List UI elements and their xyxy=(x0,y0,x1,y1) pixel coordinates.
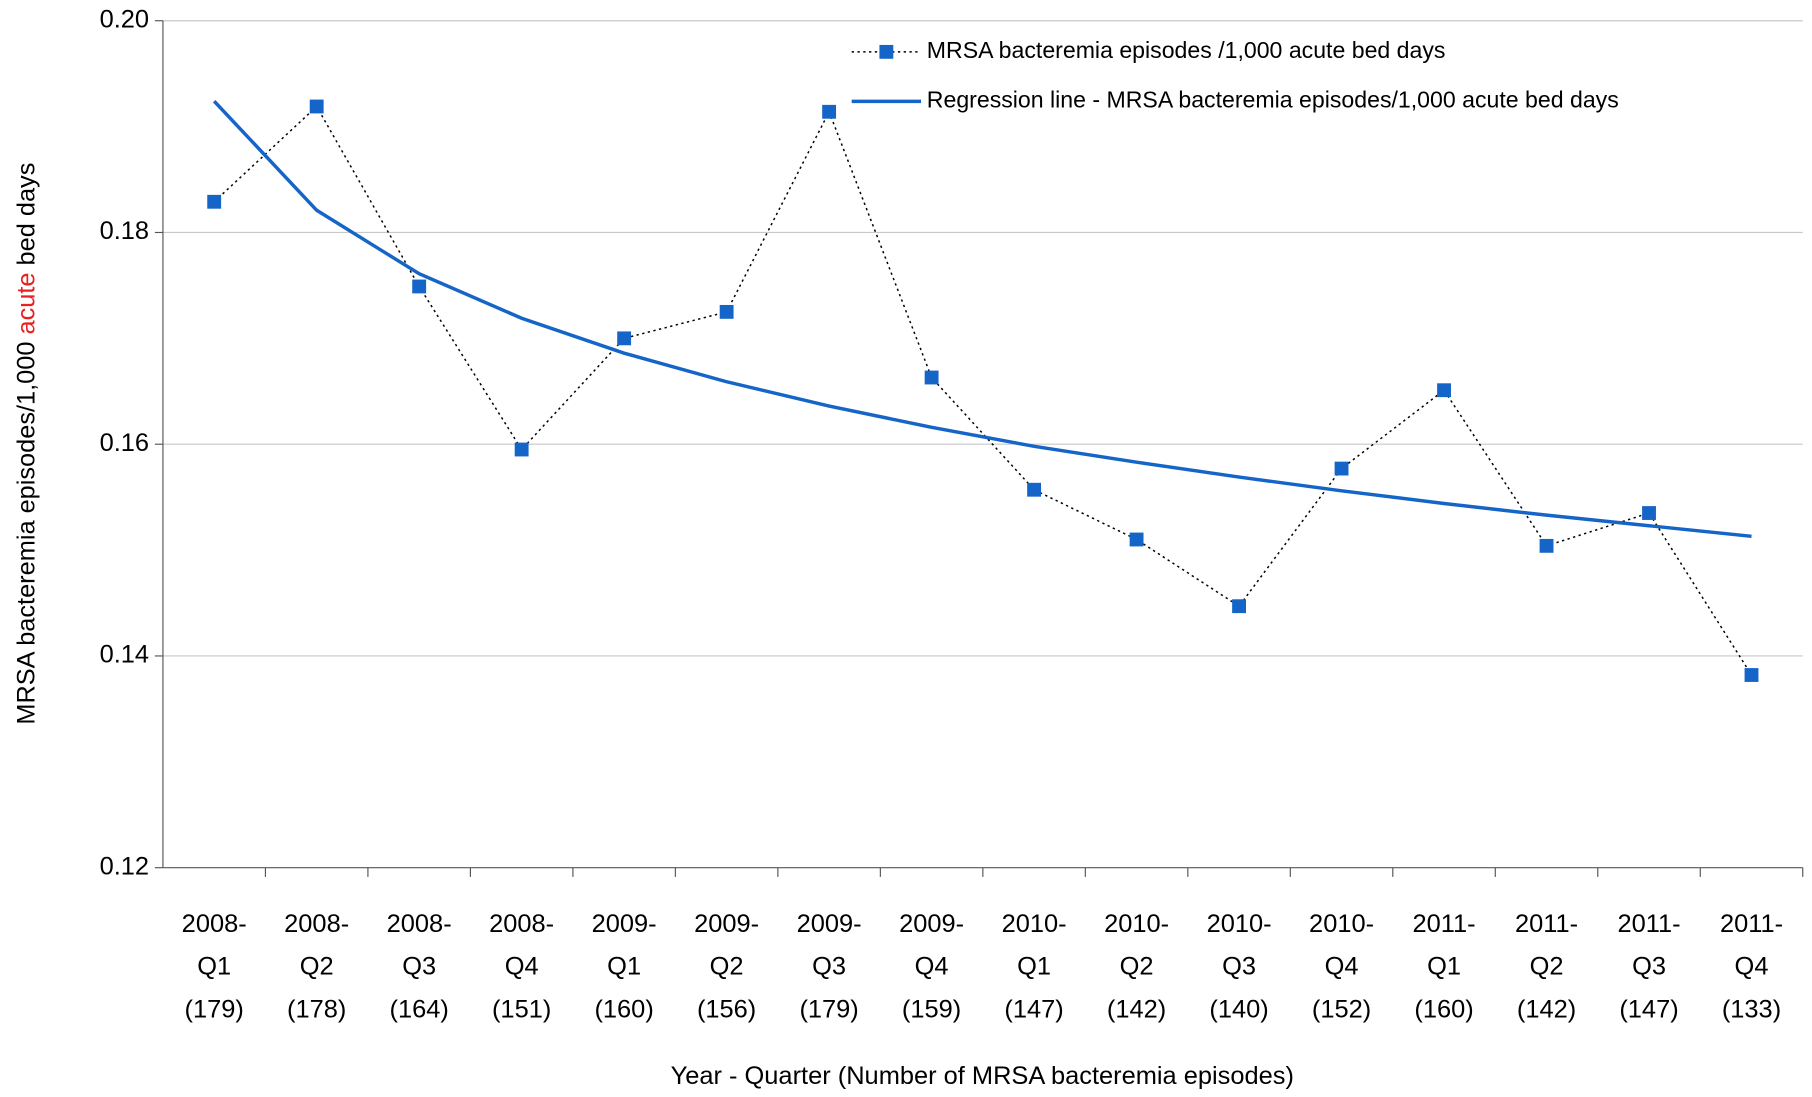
x-tick-label: (160) xyxy=(594,995,653,1023)
x-tick-label: Q4 xyxy=(1325,953,1359,981)
marker xyxy=(514,442,529,457)
marker xyxy=(1744,668,1759,682)
x-tick-label: Q2 xyxy=(710,953,744,981)
marker xyxy=(1642,506,1656,520)
y-tick-label: 0.16 xyxy=(100,429,149,457)
x-tick-label: Q4 xyxy=(505,953,539,981)
x-tick-label: 2009- xyxy=(694,910,759,938)
x-tick-label: Q2 xyxy=(1120,953,1154,981)
x-tick-label: 2009- xyxy=(797,910,862,938)
x-tick-label: 2011- xyxy=(1617,910,1680,938)
marker xyxy=(719,304,734,319)
x-tick-label: Q3 xyxy=(1222,953,1256,981)
x-tick-label: (164) xyxy=(389,995,448,1023)
x-tick-label: 2010- xyxy=(1207,910,1272,938)
x-tick-label: (152) xyxy=(1312,995,1371,1023)
x-tick-label: 2009- xyxy=(592,910,657,938)
x-tick-label: 2011- xyxy=(1515,910,1578,938)
x-tick-label: 2008- xyxy=(284,910,349,938)
x-tick-label: 2011- xyxy=(1412,910,1475,938)
x-axis-label: Year - Quarter (Number of MRSA bacteremi… xyxy=(671,1062,1294,1090)
x-tick-label: (151) xyxy=(492,995,551,1023)
x-tick-label: Q4 xyxy=(915,953,949,981)
x-tick-label: 2008- xyxy=(387,910,452,938)
x-tick-label: 2010- xyxy=(1309,910,1374,938)
x-tick-label: Q1 xyxy=(197,953,231,981)
x-tick-label: (178) xyxy=(287,995,346,1023)
x-tick-label: Q1 xyxy=(1017,953,1051,981)
x-tick-label: Q1 xyxy=(607,953,641,981)
marker xyxy=(617,331,632,346)
x-tick-label: Q2 xyxy=(1530,953,1564,981)
legend-label: MRSA bacteremia episodes /1,000 acute be… xyxy=(927,37,1446,63)
x-tick-label: 2008- xyxy=(489,910,554,938)
x-tick-label: (147) xyxy=(1004,995,1063,1023)
y-tick-label: 0.14 xyxy=(100,641,149,669)
y-axis-label-part: MRSA bacteremia episodes/1,000 xyxy=(12,334,40,724)
x-tick-label: Q4 xyxy=(1735,953,1769,981)
x-tick-label: Q1 xyxy=(1427,953,1461,981)
legend-marker xyxy=(879,44,894,59)
marker xyxy=(1129,532,1144,547)
marker xyxy=(1539,538,1554,553)
marker xyxy=(924,370,939,385)
x-tick-label: (179) xyxy=(799,995,858,1023)
x-tick-label: (142) xyxy=(1517,995,1576,1023)
x-tick-label: 2010- xyxy=(1104,910,1169,938)
x-tick-label: 2008- xyxy=(182,910,247,938)
marker xyxy=(1334,461,1349,476)
data-line xyxy=(213,105,1753,676)
x-tick-label: Q3 xyxy=(402,953,436,981)
x-tick-label: 2010- xyxy=(1002,910,1067,938)
marker xyxy=(207,194,222,209)
marker xyxy=(1232,599,1247,614)
x-tick-label: (142) xyxy=(1107,995,1166,1023)
y-axis-label: MRSA bacteremia episodes/1,000 acute bed… xyxy=(12,163,40,725)
x-tick-label: 2011- xyxy=(1720,910,1783,938)
y-tick-label: 0.12 xyxy=(100,852,149,880)
legend-label: Regression line - MRSA bacteremia episod… xyxy=(927,87,1619,113)
regression-line xyxy=(212,100,1752,539)
y-axis-label-part: bed days xyxy=(12,163,40,273)
marker xyxy=(1437,383,1451,398)
x-tick-label: (140) xyxy=(1209,995,1268,1023)
x-tick-label: (133) xyxy=(1722,995,1781,1023)
y-tick-label: 0.20 xyxy=(100,5,149,33)
marker xyxy=(309,99,324,114)
x-tick-label: (147) xyxy=(1619,995,1678,1023)
x-tick-label: (156) xyxy=(697,995,756,1023)
marker xyxy=(1027,482,1042,497)
marker xyxy=(822,104,837,119)
x-tick-label: 2009- xyxy=(899,910,964,938)
x-tick-label: Q3 xyxy=(1632,953,1666,981)
x-tick-label: (160) xyxy=(1414,995,1473,1023)
marker xyxy=(412,279,427,294)
x-tick-label: (159) xyxy=(902,995,961,1023)
y-tick-label: 0.18 xyxy=(100,217,149,245)
x-tick-label: Q2 xyxy=(300,953,334,981)
y-axis-label-part: acute xyxy=(12,273,40,335)
x-tick-label: Q3 xyxy=(812,953,846,981)
x-tick-label: (179) xyxy=(185,995,244,1023)
